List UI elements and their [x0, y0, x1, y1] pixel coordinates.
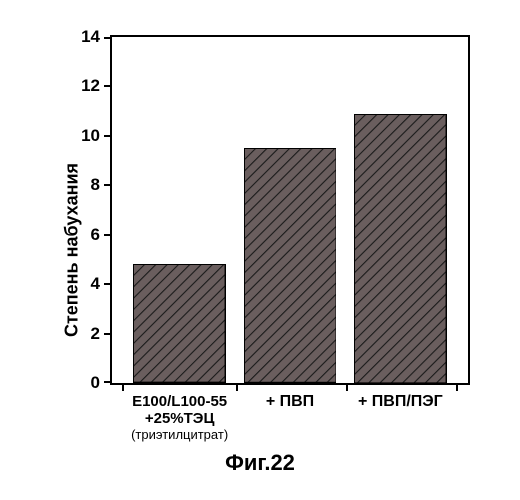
- ytick-label: 8: [91, 175, 100, 195]
- y-axis-title: Степень набухания: [62, 163, 83, 337]
- ytick-label: 14: [81, 27, 100, 47]
- xtick-mark: [346, 383, 348, 391]
- ytick-label: 12: [81, 76, 100, 96]
- ytick-mark: [104, 135, 112, 137]
- figure: Степень набухания 0 2 4 6 8 10 12 14: [30, 20, 490, 480]
- xtick-mark: [122, 383, 124, 391]
- xtick-mark: [236, 383, 238, 391]
- xtick-label-text: E100/L100-55+25%ТЭЦ: [132, 393, 227, 427]
- figure-label: Фиг.22: [30, 450, 490, 476]
- ytick-mark: [104, 381, 112, 383]
- plot-area: [112, 37, 468, 383]
- ytick-label: 4: [91, 274, 100, 294]
- xtick-label-text: + ПВП/ПЭГ: [358, 393, 443, 410]
- xtick-label-3: + ПВП/ПЭГ: [358, 393, 443, 411]
- ytick-label: 10: [81, 126, 100, 146]
- ytick-mark: [104, 333, 112, 335]
- bar-1: [133, 264, 226, 383]
- ytick-mark: [104, 283, 112, 285]
- xtick-label-2: + ПВП: [266, 393, 314, 411]
- ytick-label: 0: [91, 373, 100, 393]
- ytick-label: 6: [91, 225, 100, 245]
- ytick-label: 2: [91, 324, 100, 344]
- ytick-mark: [104, 184, 112, 186]
- xtick-mark: [456, 383, 458, 391]
- xtick-label-sub: (триэтилцитрат): [131, 428, 228, 443]
- ytick-mark: [104, 234, 112, 236]
- xtick-label-text: + ПВП: [266, 393, 314, 410]
- ytick-mark: [104, 37, 112, 39]
- ytick-mark: [104, 85, 112, 87]
- bar-3: [354, 114, 447, 383]
- bar-2: [244, 148, 337, 383]
- xtick-label-1: E100/L100-55+25%ТЭЦ (триэтилцитрат): [131, 393, 228, 442]
- chart-plot-box: 0 2 4 6 8 10 12 14: [110, 35, 470, 385]
